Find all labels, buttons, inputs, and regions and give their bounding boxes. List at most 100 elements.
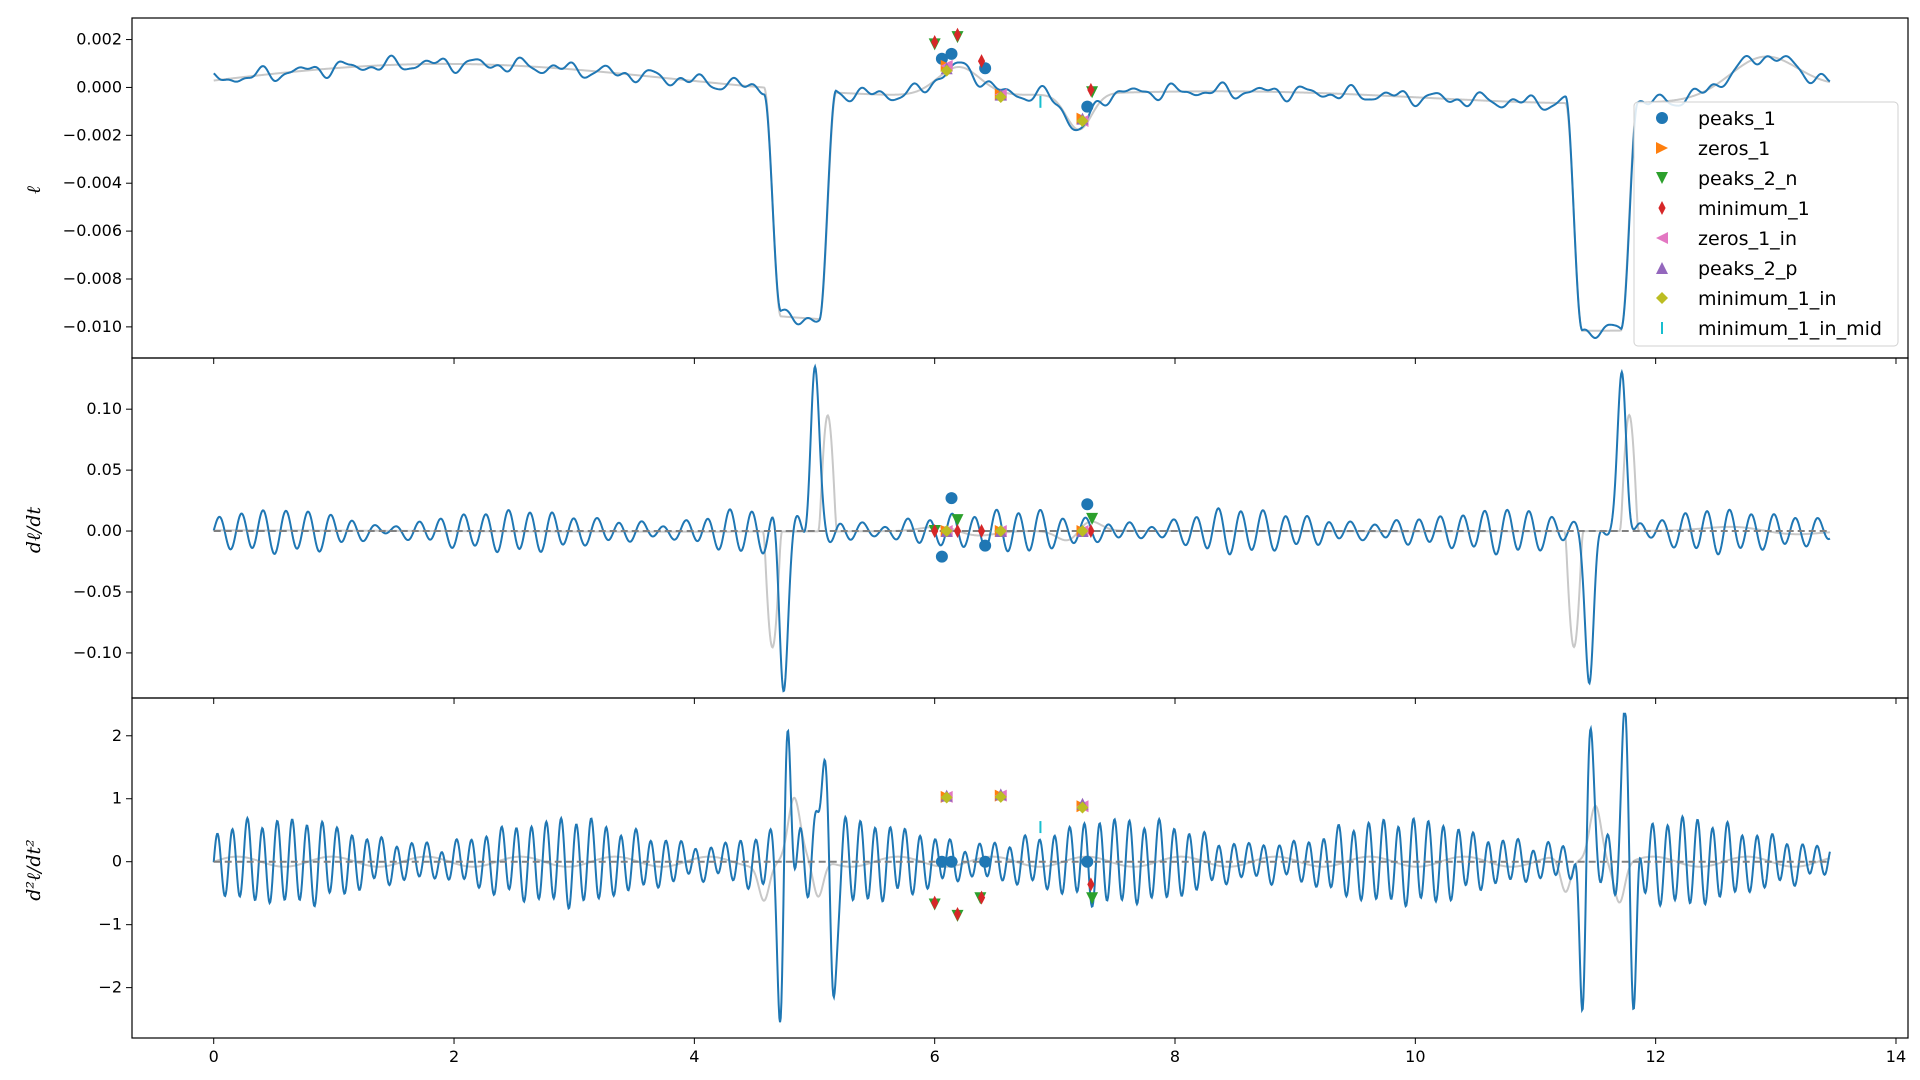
panel-second-derivative: 210−1−20 2 4 6 8 10 12 14 d²ℓ/dt² [23, 697, 1909, 1066]
x-tick-label: 6 [930, 1047, 940, 1066]
x-tick-label: 12 [1645, 1047, 1665, 1066]
signal-series-line [213, 54, 1831, 339]
model-series-line [213, 55, 1831, 332]
legend-frame [1633, 101, 1899, 347]
legend-entry: zeros_1_in [1656, 228, 1797, 250]
y-tick-label: −2 [98, 978, 122, 997]
marker-peaks-1 [1081, 855, 1094, 868]
marker-minimum-1 [1087, 524, 1095, 539]
x-tick-label: 0 [209, 1047, 219, 1066]
legend-entry: zeros_1 [1656, 138, 1770, 160]
legend-marker-zeros-1-in [1656, 232, 1668, 244]
marker-minimum-1-in [940, 525, 953, 538]
marker-peaks-2-n [1086, 892, 1099, 905]
panel-second-derivative-ylabel: d²ℓ/dt² [23, 839, 45, 901]
marker-peaks-1 [945, 492, 958, 505]
marker-minimum-1 [977, 54, 986, 69]
panel-flux-markers [928, 27, 1099, 127]
y-tick-label: 0.002 [76, 30, 122, 49]
marker-minimum-1-in [994, 790, 1007, 803]
marker-peaks-1 [935, 855, 948, 868]
panel-flux: 0.002 0.000 −0.002 −0.004 −0.006 −0.008 −0.010… [23, 17, 1909, 364]
y-tick-label: 0 [112, 852, 122, 871]
marker-peaks-1 [1081, 498, 1094, 511]
signal-series-line [212, 363, 1831, 693]
marker-minimum-1-in [994, 525, 1007, 538]
y-tick-label: −0.10 [73, 643, 122, 662]
marker-peaks-1 [979, 539, 992, 552]
marker-minimum-1 [931, 524, 939, 539]
marker-peaks-1 [935, 52, 948, 65]
panel-flux-series [213, 54, 1831, 339]
legend-entry: minimum_1_in [1656, 288, 1837, 310]
marker-minimum-1 [931, 895, 939, 910]
axes-frame [131, 697, 1909, 1039]
legend-marker-minimum-1 [1658, 201, 1666, 215]
marker-minimum-1-in [1076, 525, 1089, 538]
panel-first-derivative-series [212, 363, 1831, 693]
marker-minimum-1 [953, 906, 962, 921]
panel-second-derivative-markers [928, 788, 1099, 922]
marker-minimum-1 [977, 524, 986, 539]
y-tick-label: 2 [112, 726, 122, 745]
marker-peaks-1 [945, 855, 958, 868]
legend-marker-peaks-1 [1656, 112, 1668, 124]
marker-minimum-1 [953, 27, 962, 42]
y-tick-label: 1 [112, 789, 122, 808]
marker-peaks-1 [1081, 100, 1094, 113]
marker-minimum-1-in [994, 91, 1007, 104]
legend-label: zeros_1 [1698, 138, 1770, 160]
legend-entry: peaks_2_n [1656, 168, 1797, 190]
marker-minimum-1 [1087, 82, 1095, 97]
x-tick-label: 14 [1886, 1047, 1906, 1066]
marker-peaks-2-n [1086, 512, 1099, 525]
marker-peaks-1 [945, 47, 958, 60]
y-tick-label: −0.008 [63, 269, 122, 288]
legend: peaks_1 zeros_1 peaks_2_n minimum_1 zeros_1_… [1633, 101, 1899, 347]
marker-peaks-1 [935, 550, 948, 563]
y-tick-label: −0.002 [63, 125, 122, 144]
y-tick-label: −0.010 [63, 317, 122, 336]
marker-minimum-1-in [940, 791, 953, 804]
legend-label: zeros_1_in [1698, 228, 1797, 250]
legend-items: peaks_1 zeros_1 peaks_2_n minimum_1 zeros_1_… [1656, 108, 1882, 340]
marker-minimum-1 [1087, 877, 1095, 892]
marker-peaks-1 [979, 855, 992, 868]
signal-series-line [212, 712, 1831, 1023]
panel-first-derivative: 0.10 0.05 0.00 −0.05 −0.10 dℓ/dt [23, 357, 1909, 704]
marker-minimum-1 [953, 524, 962, 539]
panel-flux-ylabel: ℓ [23, 186, 45, 194]
legend-label: peaks_2_n [1698, 168, 1797, 190]
x-tick-label: 8 [1170, 1047, 1180, 1066]
marker-minimum-1 [977, 890, 986, 905]
x-tick-label: 10 [1405, 1047, 1425, 1066]
y-tick-label: −0.004 [63, 173, 122, 192]
legend-marker-minimum-1-in [1656, 292, 1668, 304]
panel-second-derivative-series [212, 712, 1831, 1023]
legend-entry: minimum_1 [1658, 198, 1810, 220]
y-tick-label: 0.10 [86, 399, 122, 418]
y-tick-label: 0.00 [86, 521, 122, 540]
y-tick-label: −0.05 [73, 582, 122, 601]
x-tick-label: 4 [689, 1047, 699, 1066]
legend-label: minimum_1_in_mid [1698, 318, 1882, 340]
y-tick-label: −1 [98, 915, 122, 934]
y-tick-label: 0.05 [86, 460, 122, 479]
legend-label: peaks_1 [1698, 108, 1776, 130]
legend-marker-zeros-1 [1656, 142, 1668, 154]
legend-marker-peaks-2-n [1656, 172, 1668, 184]
legend-entry: peaks_2_p [1656, 258, 1797, 280]
marker-minimum-1-in [1076, 114, 1089, 127]
legend-marker-peaks-2-p [1656, 262, 1668, 274]
panel-second-derivative-ticks: 210−1−20 2 4 6 8 10 12 14 [98, 697, 1909, 1066]
marker-peaks-2-n [951, 514, 964, 527]
legend-entry: peaks_1 [1656, 108, 1776, 130]
legend-label: minimum_1_in [1698, 288, 1837, 310]
panel-first-derivative-ylabel: dℓ/dt [23, 507, 45, 554]
x-tick-label: 2 [449, 1047, 459, 1066]
marker-minimum-1 [931, 34, 939, 49]
marker-minimum-1-in [1076, 801, 1089, 814]
y-tick-label: 0.000 [76, 77, 122, 96]
legend-label: minimum_1 [1698, 198, 1810, 220]
